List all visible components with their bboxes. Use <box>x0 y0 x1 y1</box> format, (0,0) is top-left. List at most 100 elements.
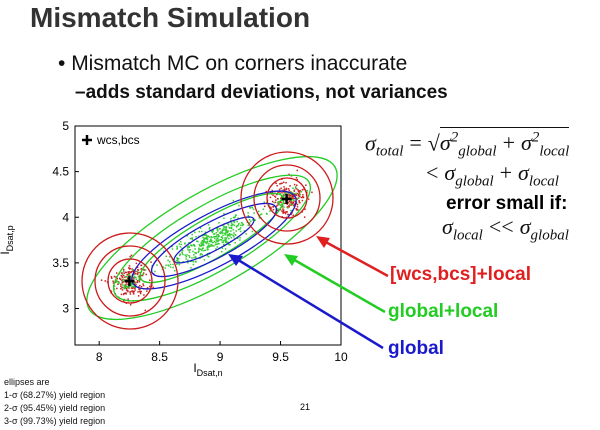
dot <box>203 238 205 241</box>
dot <box>222 241 225 243</box>
ellipse <box>86 155 338 321</box>
dot <box>277 191 279 193</box>
dot <box>233 224 236 227</box>
dot <box>311 191 313 194</box>
sym: + <box>502 130 515 156</box>
dot <box>176 259 179 262</box>
dot <box>136 273 139 275</box>
dot <box>289 193 292 195</box>
dot <box>280 201 282 204</box>
dot <box>201 249 203 251</box>
dot <box>282 210 284 212</box>
dot <box>262 208 265 211</box>
dot <box>228 233 231 236</box>
x-axis-label: IDsat,n <box>193 361 222 378</box>
dot <box>131 290 133 292</box>
dot <box>204 231 207 233</box>
formula-text: error small if: <box>446 193 568 214</box>
dot <box>137 291 139 293</box>
dot <box>139 291 141 293</box>
dot <box>302 196 305 199</box>
dot <box>276 193 278 196</box>
dot <box>190 266 192 269</box>
dot <box>233 232 235 234</box>
dot <box>169 263 172 266</box>
dot <box>225 232 228 234</box>
marker <box>124 276 135 287</box>
dot <box>227 222 229 225</box>
dot <box>302 194 304 196</box>
dot <box>203 249 205 252</box>
note: 2-σ (95.45%) yield region <box>4 403 106 413</box>
dot <box>281 192 283 194</box>
dot <box>228 226 230 229</box>
dot <box>211 245 214 247</box>
dot <box>243 230 246 232</box>
dot <box>224 238 226 241</box>
dot <box>191 238 194 241</box>
circle <box>94 245 166 317</box>
dot <box>280 196 283 199</box>
dot <box>128 274 130 277</box>
dot <box>211 236 213 239</box>
x-label-main: I <box>193 361 196 375</box>
dot <box>283 189 286 192</box>
dot <box>119 285 122 287</box>
dot <box>291 197 293 199</box>
dot <box>242 223 245 226</box>
dot <box>220 250 223 253</box>
dot <box>127 272 130 275</box>
dot <box>291 198 294 201</box>
dot <box>188 256 191 258</box>
red-circles <box>81 151 334 330</box>
dot <box>217 230 219 232</box>
y-axis-label: IDsat,p <box>0 225 15 254</box>
dot <box>290 209 292 212</box>
dot <box>130 254 133 257</box>
dot <box>135 262 138 265</box>
dot <box>199 227 202 229</box>
dot <box>291 194 293 196</box>
dot <box>198 230 201 233</box>
dot <box>128 270 130 273</box>
dot <box>200 245 203 247</box>
dot <box>137 286 140 288</box>
dot <box>136 266 139 269</box>
dot <box>134 289 136 291</box>
dot <box>209 245 211 247</box>
dot <box>275 182 277 185</box>
dot <box>139 290 141 292</box>
dot <box>206 237 208 239</box>
dot <box>225 227 227 229</box>
formula-line: σlocal << σglobal <box>442 214 569 244</box>
dot <box>234 242 236 244</box>
dot <box>138 279 140 282</box>
dot <box>191 260 193 262</box>
dot <box>191 233 193 236</box>
sup: 2 <box>531 130 540 146</box>
y-tick-label: 4.5 <box>52 165 69 179</box>
dot <box>276 198 279 200</box>
dot <box>121 281 124 284</box>
dot <box>288 204 290 207</box>
sym: σ <box>444 160 456 185</box>
dot <box>233 236 235 238</box>
dot <box>270 207 272 210</box>
dot <box>231 223 233 226</box>
dot <box>271 200 274 203</box>
dot <box>230 226 233 229</box>
formula-line: σtotal = √σ2global + σ2local <box>365 127 570 161</box>
dot <box>297 189 299 191</box>
dot <box>230 224 232 227</box>
dot <box>180 240 182 243</box>
dot <box>125 282 128 284</box>
dot <box>216 234 218 236</box>
dot <box>138 277 141 279</box>
dot <box>297 193 300 196</box>
arrowhead <box>228 254 243 266</box>
dot <box>205 242 208 245</box>
dot <box>283 202 286 205</box>
x-tick-label: 10 <box>334 350 348 364</box>
dot <box>247 212 249 214</box>
dot <box>130 285 133 287</box>
